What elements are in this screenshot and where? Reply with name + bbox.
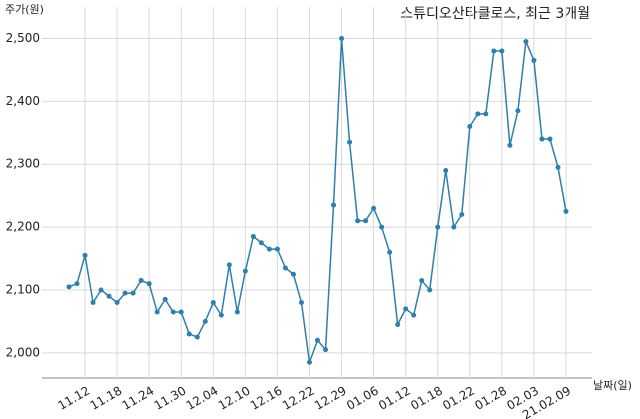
data-point (443, 167, 449, 173)
data-point (539, 136, 545, 142)
data-point (162, 296, 168, 302)
data-point (250, 234, 256, 240)
x-tick-label: 12.16 (248, 384, 285, 413)
x-tick-label: 12.04 (184, 384, 221, 413)
data-point (298, 300, 304, 306)
x-tick-label: 11.24 (120, 384, 157, 413)
x-tick-label: 11.30 (152, 384, 189, 413)
y-axis-label: 주가(원) (5, 3, 44, 16)
y-tick-label: 2,300 (6, 157, 40, 171)
data-point (387, 249, 393, 255)
data-point (371, 205, 377, 211)
y-tick-label: 2,000 (6, 345, 40, 359)
data-point (98, 287, 104, 293)
x-tick-label: 01.28 (472, 384, 509, 413)
data-point (491, 48, 497, 54)
data-point (379, 224, 385, 230)
data-point (475, 111, 481, 117)
data-point (178, 309, 184, 315)
data-point (138, 278, 144, 284)
data-point (355, 218, 361, 224)
x-tick-label: 01.22 (440, 384, 477, 413)
data-point (258, 240, 264, 246)
data-point (154, 309, 160, 315)
series-line (68, 38, 567, 363)
data-point (194, 334, 200, 340)
data-point (507, 142, 513, 148)
data-point (499, 48, 505, 54)
data-point (323, 347, 329, 353)
data-point (210, 300, 216, 306)
data-point (531, 57, 537, 63)
data-point (483, 111, 489, 117)
data-point (266, 246, 272, 252)
data-point (555, 164, 561, 170)
x-tick-label: 12.29 (312, 384, 349, 413)
data-point (170, 309, 176, 315)
data-point (331, 202, 337, 208)
data-point (274, 246, 280, 252)
x-tick-label: 12.10 (216, 384, 253, 413)
data-point (114, 300, 120, 306)
x-tick-label: 11.18 (88, 384, 125, 413)
data-point (242, 268, 248, 274)
y-tick-label: 2,400 (6, 94, 40, 108)
data-point (451, 224, 457, 230)
x-tick-label: 01.06 (344, 384, 381, 413)
data-point (427, 287, 433, 293)
data-point (74, 281, 80, 287)
data-point (106, 293, 112, 299)
data-point (282, 265, 288, 271)
data-point (146, 281, 152, 287)
data-point (339, 35, 345, 41)
data-point (363, 218, 369, 224)
data-point (315, 337, 320, 343)
y-tick-label: 2,200 (6, 220, 40, 234)
data-point (411, 312, 417, 318)
data-point (234, 309, 240, 315)
data-point (403, 306, 409, 312)
data-point (226, 262, 232, 268)
x-tick-label: 11.12 (56, 384, 93, 413)
data-point (202, 318, 208, 324)
data-point (563, 208, 569, 214)
data-point (66, 284, 72, 290)
data-point (459, 212, 465, 218)
data-point (306, 359, 312, 365)
data-point (547, 136, 553, 142)
data-point (435, 224, 441, 230)
data-point (523, 39, 529, 45)
y-tick-label: 2,100 (6, 282, 40, 296)
data-point (122, 290, 128, 296)
data-point (290, 271, 296, 277)
x-tick-label: 01.18 (408, 384, 445, 413)
data-point (515, 108, 521, 114)
data-point (90, 300, 96, 306)
data-point (130, 290, 136, 296)
data-point (467, 123, 473, 129)
data-point (82, 252, 88, 258)
data-point (347, 139, 353, 145)
x-tick-label: 01.12 (376, 384, 413, 413)
data-point (186, 331, 192, 337)
data-point (218, 312, 224, 318)
y-tick-label: 2,500 (6, 31, 40, 45)
data-point (419, 278, 425, 284)
x-tick-label: 12.22 (280, 384, 317, 413)
chart-title: 스튜디오산타클로스, 최근 3개월 (400, 6, 590, 22)
data-point (395, 322, 401, 328)
x-axis-label: 날짜(일) (593, 378, 632, 392)
